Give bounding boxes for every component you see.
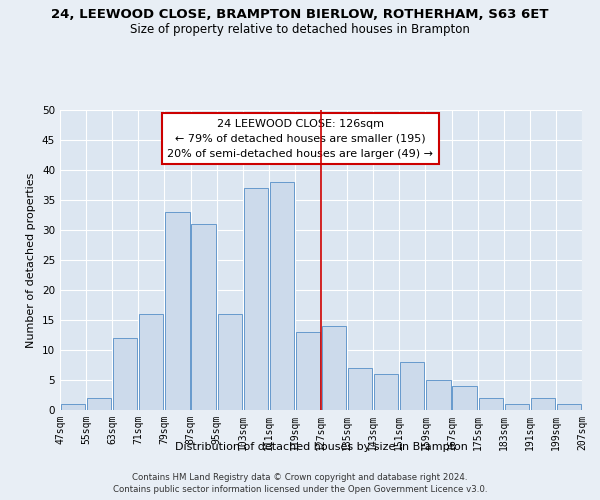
Y-axis label: Number of detached properties: Number of detached properties (26, 172, 37, 348)
Bar (452, 386, 476, 410)
Bar (531, 398, 555, 410)
Bar (296, 332, 320, 410)
Text: Size of property relative to detached houses in Brampton: Size of property relative to detached ho… (130, 22, 470, 36)
Bar (191, 224, 215, 410)
Bar (400, 362, 424, 410)
Bar (113, 338, 137, 410)
Bar (427, 380, 451, 410)
Text: 24, LEEWOOD CLOSE, BRAMPTON BIERLOW, ROTHERHAM, S63 6ET: 24, LEEWOOD CLOSE, BRAMPTON BIERLOW, ROT… (51, 8, 549, 20)
Bar (244, 188, 268, 410)
Text: Contains HM Land Registry data © Crown copyright and database right 2024.: Contains HM Land Registry data © Crown c… (132, 472, 468, 482)
Text: 24 LEEWOOD CLOSE: 126sqm
← 79% of detached houses are smaller (195)
20% of semi-: 24 LEEWOOD CLOSE: 126sqm ← 79% of detach… (167, 119, 433, 158)
Bar (87, 398, 111, 410)
Bar (348, 368, 372, 410)
Bar (166, 212, 190, 410)
Bar (479, 398, 503, 410)
Bar (139, 314, 163, 410)
Bar (374, 374, 398, 410)
Text: Contains public sector information licensed under the Open Government Licence v3: Contains public sector information licen… (113, 485, 487, 494)
Bar (505, 404, 529, 410)
Bar (557, 404, 581, 410)
Bar (322, 326, 346, 410)
Text: Distribution of detached houses by size in Brampton: Distribution of detached houses by size … (175, 442, 467, 452)
Bar (270, 182, 294, 410)
Bar (61, 404, 85, 410)
Bar (218, 314, 242, 410)
